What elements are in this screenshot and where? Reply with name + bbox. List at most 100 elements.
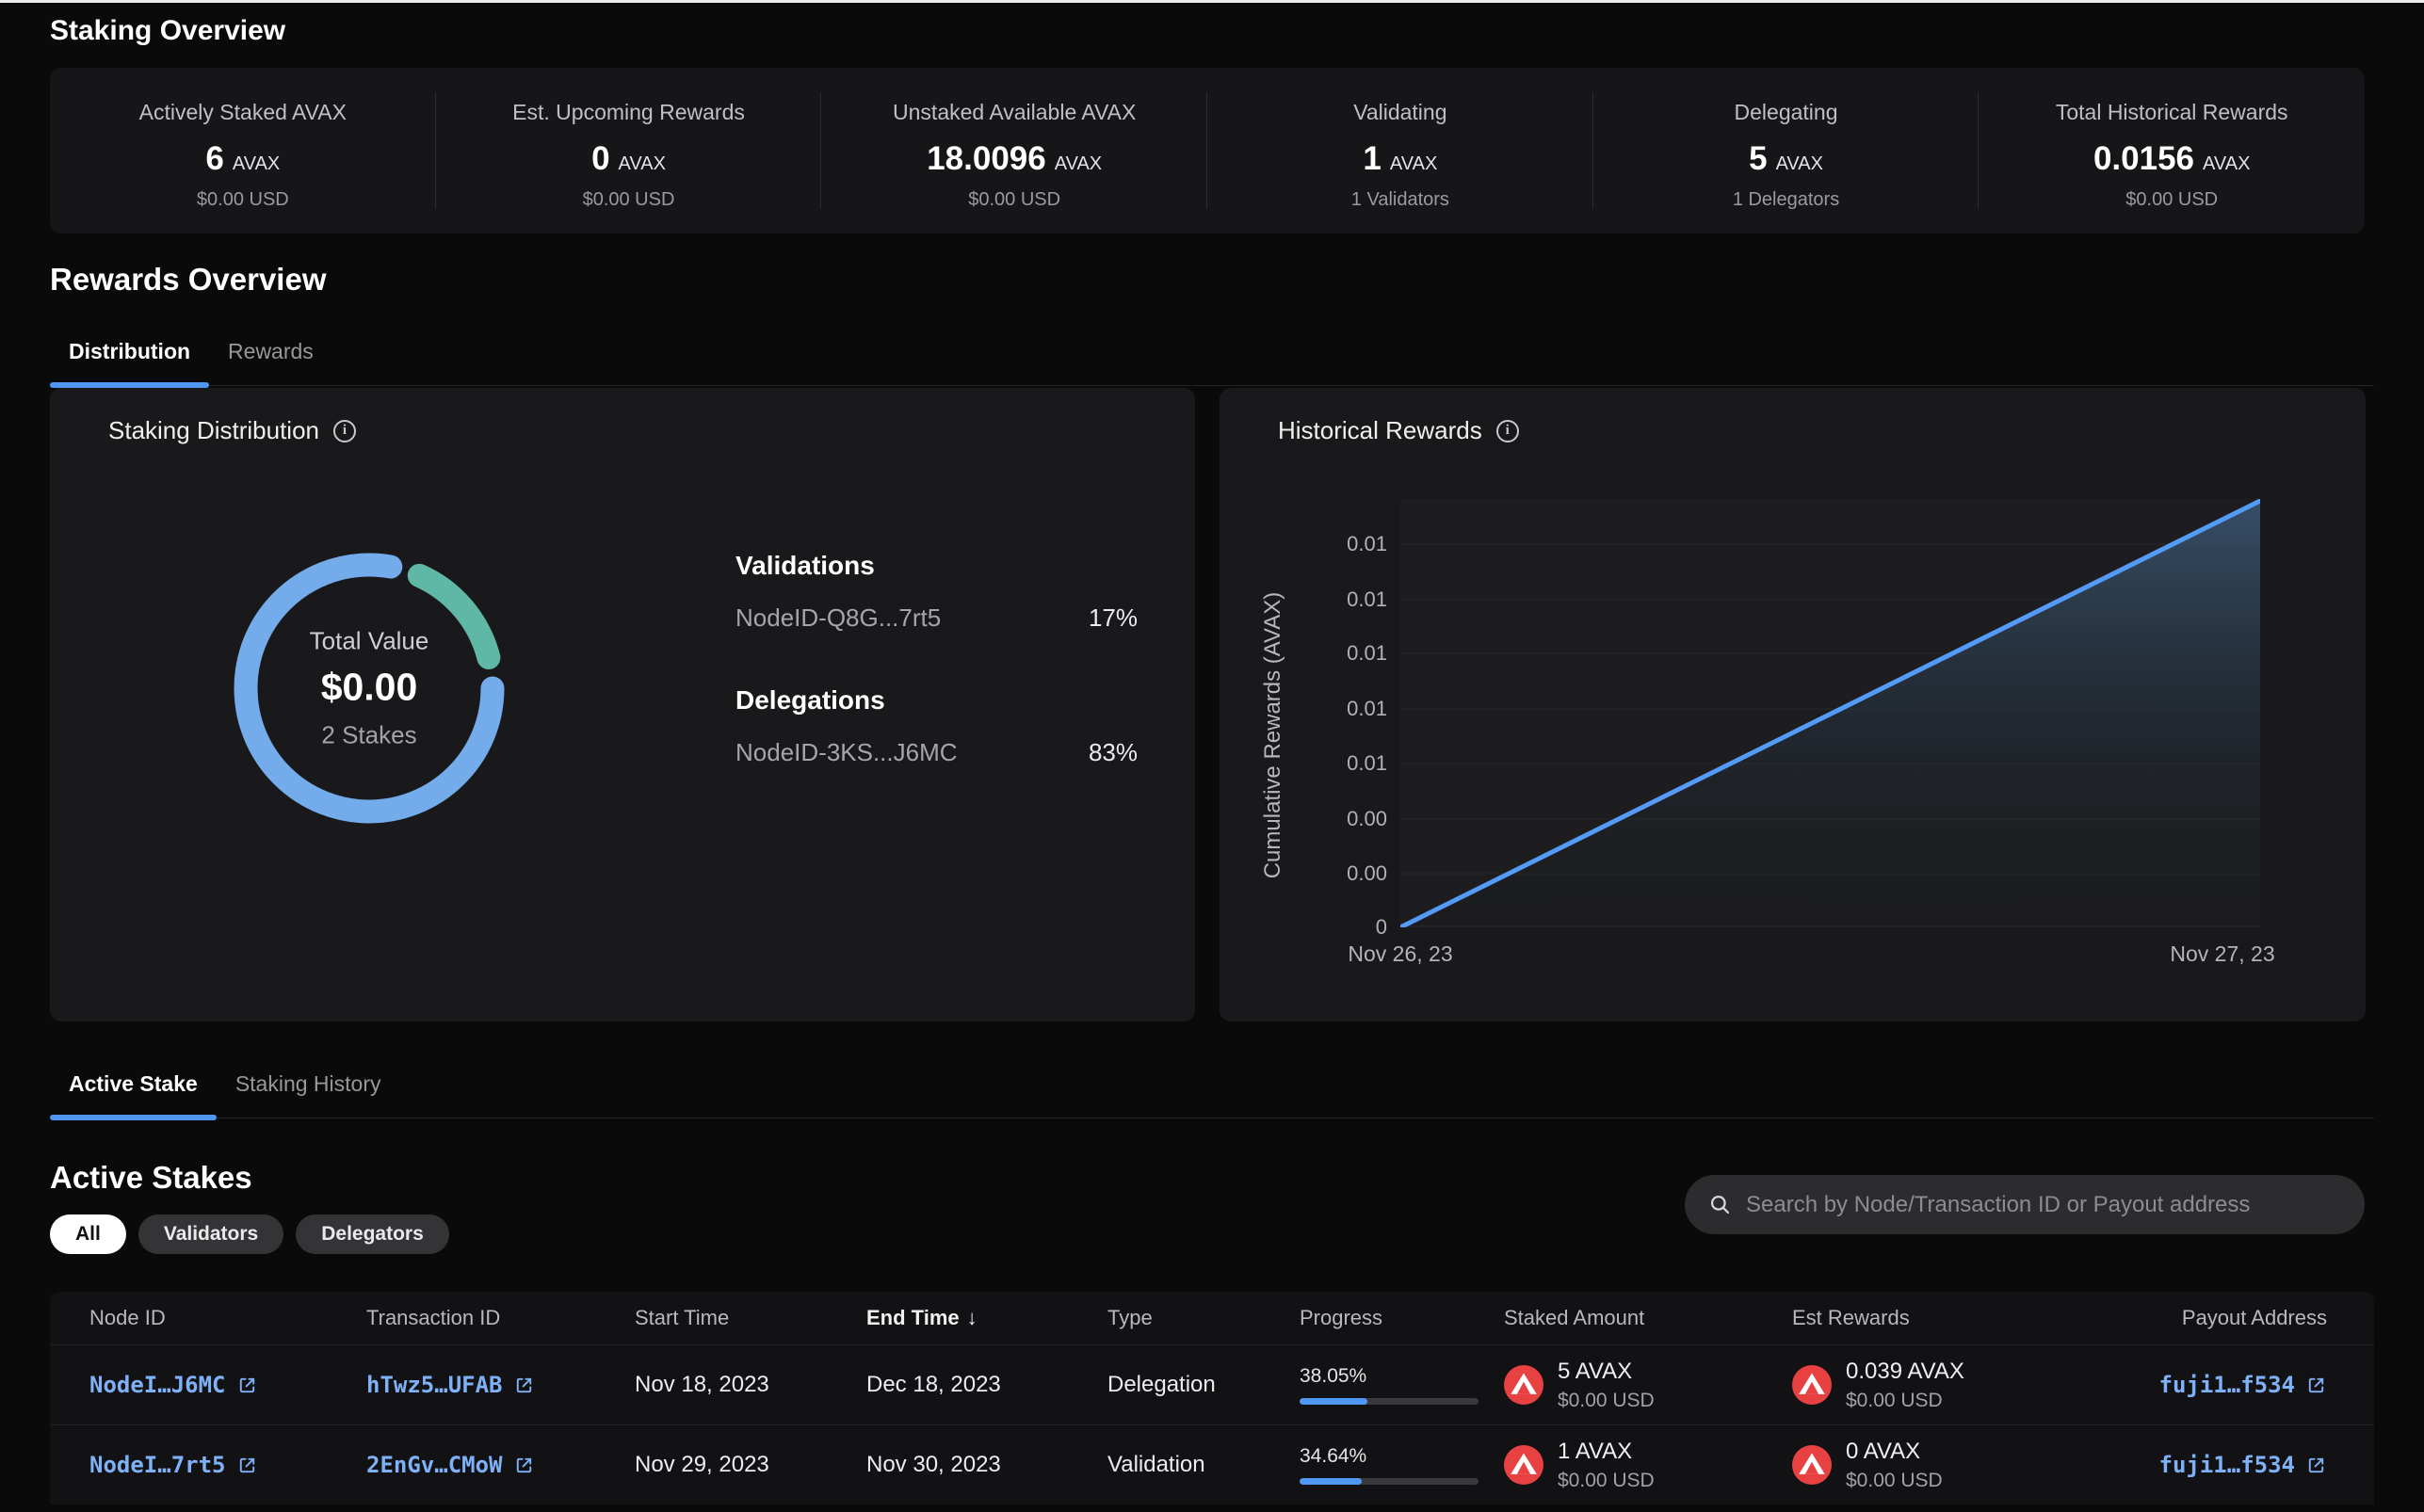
stat-actively-staked: Actively Staked AVAX 6 AVAX $0.00 USD (50, 68, 436, 233)
stat-sub: $0.00 USD (196, 189, 289, 210)
stake-section-tabbar: Active Stake Staking History (50, 1066, 2374, 1120)
tab-active-stake[interactable]: Active Stake (50, 1071, 217, 1120)
info-icon[interactable] (333, 419, 356, 442)
amount-avax: 5 AVAX (1558, 1358, 1633, 1384)
stake-type: Validation (1107, 1452, 1205, 1477)
legend-group-delegations: Delegations NodeID-3KS...J6MC 83% (735, 685, 1138, 767)
staked-amount: 1 AVAX $0.00 USD (1504, 1439, 1655, 1492)
legend-percent: 17% (1088, 603, 1138, 632)
est-rewards: 0.039 AVAX $0.00 USD (1792, 1359, 1964, 1412)
end-time: Nov 30, 2023 (866, 1452, 1001, 1477)
top-edge (0, 0, 2424, 3)
y-tick: 0.01 (1347, 641, 1387, 665)
stake-filter-chips: All Validators Delegators (50, 1214, 449, 1254)
tab-rewards[interactable]: Rewards (228, 339, 314, 363)
line-chart-svg (1398, 498, 2263, 930)
legend-node-id: NodeID-Q8G...7rt5 (735, 603, 942, 632)
staked-amount: 5 AVAX $0.00 USD (1504, 1359, 1655, 1412)
y-tick: 0.00 (1347, 807, 1387, 830)
col-staked-amount[interactable]: Staked Amount (1504, 1306, 1645, 1329)
rewards-overview-tabbar: Distribution Rewards (50, 333, 2374, 388)
col-est-rewards[interactable]: Est Rewards (1792, 1306, 1910, 1329)
progress-label: 34.64% (1300, 1445, 1367, 1467)
col-type[interactable]: Type (1107, 1306, 1153, 1329)
col-start-time[interactable]: Start Time (635, 1306, 730, 1329)
search-input[interactable] (1746, 1191, 2342, 1218)
staking-distribution-panel: Staking Distribution Total Value $0.00 2… (50, 388, 1195, 1021)
amount-usd: $0.00 USD (1558, 1469, 1655, 1491)
y-tick: 0.01 (1347, 587, 1387, 611)
tab-staking-history[interactable]: Staking History (234, 1071, 381, 1096)
transaction-id-text: hTwz5…UFAB (366, 1372, 503, 1398)
amount-usd: $0.00 USD (1558, 1389, 1655, 1411)
stat-label: Delegating (1734, 100, 1838, 124)
tab-distribution[interactable]: Distribution (50, 339, 210, 388)
payout-address-text: fuji1…f534 (2158, 1452, 2296, 1478)
stat-sub: 1 Validators (1350, 189, 1449, 210)
amount-avax: 0 AVAX (1846, 1438, 1921, 1464)
col-payout-address[interactable]: Payout Address (2181, 1306, 2327, 1329)
y-tick: 0.00 (1347, 861, 1387, 885)
y-tick: 0 (1375, 915, 1387, 939)
payout-address-link[interactable]: fuji1…f534 (2159, 1372, 2328, 1398)
stat-delegating: Delegating 5 AVAX 1 Delegators (1593, 68, 1980, 233)
progress: 34.64% (1300, 1445, 1479, 1485)
node-id-text: NodeI…J6MC (89, 1372, 226, 1398)
payout-address-link[interactable]: fuji1…f534 (2159, 1452, 2328, 1478)
info-icon[interactable] (1495, 419, 1519, 442)
table-header: Node ID Transaction ID Start Time End Ti… (50, 1292, 2374, 1344)
filter-all[interactable]: All (50, 1214, 126, 1254)
transaction-id-link[interactable]: hTwz5…UFAB (366, 1372, 535, 1398)
stat-label: Validating (1353, 100, 1447, 124)
external-link-icon (513, 1375, 535, 1396)
filter-delegators[interactable]: Delegators (296, 1214, 449, 1254)
node-id-link[interactable]: NodeI…J6MC (89, 1372, 258, 1398)
y-tick: 0.01 (1347, 697, 1387, 720)
col-node-id[interactable]: Node ID (89, 1306, 166, 1329)
amount-usd: $0.00 USD (1846, 1389, 1943, 1411)
col-transaction-id[interactable]: Transaction ID (366, 1306, 501, 1329)
col-end-time-label: End Time (866, 1306, 960, 1329)
avax-logo-icon (1504, 1445, 1543, 1485)
stat-total-historical-rewards: Total Historical Rewards 0.0156 AVAX $0.0… (1979, 68, 2365, 233)
x-tick-start: Nov 26, 23 (1348, 941, 1453, 966)
amount-avax: 0.039 AVAX (1846, 1358, 1964, 1384)
stat-sub: $0.00 USD (582, 189, 675, 210)
stat-label: Total Historical Rewards (2055, 100, 2288, 124)
transaction-id-link[interactable]: 2EnGv…CMoW (366, 1452, 535, 1478)
y-tick: 0.01 (1347, 751, 1387, 775)
stake-search[interactable] (1685, 1175, 2365, 1234)
progress-bar (1300, 1478, 1479, 1485)
end-time: Dec 18, 2023 (866, 1372, 1001, 1397)
donut-chart (234, 553, 505, 824)
avax-logo-icon (1792, 1445, 1832, 1485)
legend-percent: 83% (1088, 738, 1138, 766)
legend-group-validations: Validations NodeID-Q8G...7rt5 17% (735, 551, 1138, 633)
col-progress[interactable]: Progress (1300, 1306, 1383, 1329)
staking-distribution-donut: Total Value $0.00 2 Stakes (233, 552, 506, 825)
payout-address-text: fuji1…f534 (2158, 1372, 2296, 1398)
stat-unit: AVAX (618, 153, 666, 174)
donut-total-value: $0.00 (320, 665, 418, 709)
stat-label: Unstaked Available AVAX (893, 100, 1137, 124)
staking-distribution-title: Staking Distribution (108, 416, 319, 444)
avax-logo-icon (1504, 1365, 1543, 1405)
search-icon (1707, 1192, 1733, 1217)
progress-bar (1300, 1398, 1479, 1405)
donut-stake-count: 2 Stakes (321, 720, 417, 749)
filter-validators[interactable]: Validators (137, 1214, 284, 1254)
col-end-time[interactable]: End Time ↓ (866, 1292, 978, 1344)
donut-total-value-label: Total Value (309, 626, 429, 655)
progress-bar-fill (1300, 1478, 1362, 1485)
legend-item: NodeID-Q8G...7rt5 17% (735, 603, 1138, 633)
start-time: Nov 29, 2023 (635, 1452, 769, 1477)
external-link-icon (2305, 1455, 2327, 1476)
historical-rewards-title: Historical Rewards (1278, 416, 1482, 444)
stat-validating: Validating 1 AVAX 1 Validators (1207, 68, 1593, 233)
external-link-icon (2305, 1375, 2327, 1396)
stat-sub: $0.00 USD (968, 189, 1061, 210)
stake-type: Delegation (1107, 1372, 1216, 1397)
node-id-link[interactable]: NodeI…7rt5 (89, 1452, 258, 1478)
stat-unit: AVAX (2203, 153, 2251, 174)
progress-bar-fill (1300, 1398, 1368, 1405)
